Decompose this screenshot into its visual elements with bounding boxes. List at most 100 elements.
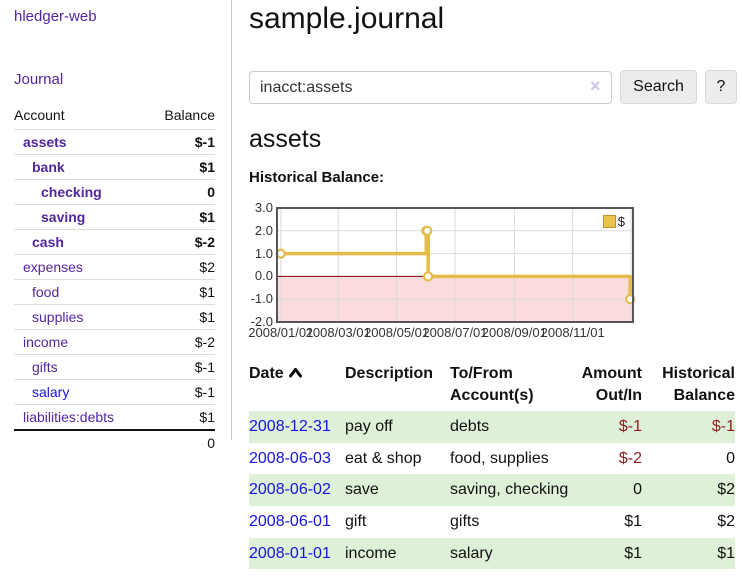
- chart-section-label: Historical Balance:: [249, 169, 385, 186]
- account-link[interactable]: gifts: [32, 359, 58, 375]
- transaction-date-link[interactable]: 2008-06-03: [249, 449, 331, 467]
- transaction-accounts: saving, checking: [450, 474, 570, 506]
- transaction-row: 2008-12-31 pay off debts $-1 $-1: [249, 411, 735, 443]
- account-row: assets $-1: [14, 129, 215, 155]
- account-balance: $-1: [147, 379, 215, 405]
- account-link[interactable]: cash: [32, 234, 64, 250]
- transaction-description: save: [345, 474, 450, 506]
- transaction-row: 2008-06-03 eat & shop food, supplies $-2…: [249, 443, 735, 475]
- account-row: food $1: [14, 279, 215, 305]
- transaction-balance: $2: [642, 474, 735, 506]
- account-link[interactable]: salary: [32, 384, 70, 400]
- account-link[interactable]: food: [32, 284, 60, 300]
- transaction-balance: $-1: [642, 411, 735, 443]
- account-row: expenses $2: [14, 254, 215, 280]
- accounts-col-account: Account: [14, 107, 65, 123]
- accounts-total-value: 0: [147, 429, 215, 455]
- account-link[interactable]: expenses: [23, 259, 83, 275]
- transaction-amount: $-2: [618, 449, 642, 467]
- account-link[interactable]: liabilities:debts: [23, 409, 115, 425]
- transactions-table: Date Description To/From Account(s) Amou…: [249, 360, 735, 570]
- transaction-balance: $2: [717, 512, 735, 530]
- account-link[interactable]: income: [23, 334, 69, 350]
- account-balance: $1: [147, 304, 215, 330]
- account-balance: $2: [147, 254, 215, 280]
- account-row: gifts $-1: [14, 354, 215, 380]
- transaction-accounts: gifts: [450, 512, 480, 530]
- x-tick-label: 2008/05/01: [364, 325, 430, 340]
- col-date-sortable[interactable]: Date: [249, 360, 345, 411]
- clear-search-icon[interactable]: ×: [590, 76, 601, 96]
- transaction-row: 2008-01-01 income salary $1 $1: [249, 537, 735, 570]
- account-row: income $-2: [14, 329, 215, 355]
- account-link[interactable]: assets: [23, 134, 67, 150]
- y-tick-label: 1.0: [254, 245, 273, 261]
- y-tick-label: -2.0: [250, 314, 273, 329]
- accounts-col-balance: Balance: [164, 107, 215, 123]
- col-description: Description: [345, 365, 434, 382]
- search-button[interactable]: Search: [620, 70, 697, 104]
- y-tick-label: -1.0: [250, 291, 273, 307]
- account-balance: $-1: [147, 354, 215, 380]
- transaction-amount: 0: [570, 474, 642, 506]
- x-tick-label: 2008/01/01: [248, 325, 314, 340]
- accounts-total-row: 0: [14, 429, 215, 455]
- account-balance: $-2: [147, 329, 215, 355]
- x-tick-label: 2008/11/01: [540, 325, 605, 340]
- transactions-header-row: Date Description To/From Account(s) Amou…: [249, 360, 735, 411]
- account-balance: $1: [147, 204, 215, 230]
- account-row: saving $1: [14, 204, 215, 230]
- account-balance: $1: [147, 404, 215, 430]
- sidebar: hledger-web Journal Account Balance asse…: [0, 0, 232, 455]
- account-link[interactable]: supplies: [32, 309, 84, 325]
- account-balance: $1: [147, 279, 215, 305]
- transaction-amount: $1: [570, 537, 642, 570]
- transaction-balance: 0: [726, 449, 735, 467]
- account-row: bank $1: [14, 154, 215, 180]
- account-row: liabilities:debts $1: [14, 404, 215, 430]
- sort-asc-icon: [288, 368, 302, 378]
- transaction-date-link[interactable]: 2008-01-01: [249, 544, 331, 562]
- main-content: sample.journal × Search ? assets Histori…: [248, 0, 742, 582]
- accounts-table: Account Balance assets $-1 bank $1 check…: [14, 104, 215, 455]
- transaction-description: pay off: [345, 411, 450, 443]
- col-amount: Amount Out/In: [581, 365, 642, 404]
- account-row: supplies $1: [14, 304, 215, 330]
- account-balance: $1: [147, 154, 215, 180]
- transaction-amount: $1: [624, 512, 642, 530]
- x-tick-label: 2008/09/01: [481, 325, 547, 340]
- account-balance: $-1: [147, 129, 215, 155]
- transaction-row: 2008-06-01 gift gifts $1 $2: [249, 506, 735, 538]
- transaction-description: eat & shop: [345, 449, 422, 467]
- account-row: cash $-2: [14, 229, 215, 255]
- chart-canvas: [275, 207, 636, 323]
- account-row: checking 0: [14, 179, 215, 205]
- transaction-accounts: food, supplies: [450, 449, 549, 467]
- transaction-description: income: [345, 537, 450, 570]
- transaction-date-link[interactable]: 2008-12-31: [249, 418, 331, 436]
- page-title: sample.journal: [249, 2, 445, 35]
- account-link[interactable]: checking: [41, 184, 102, 200]
- account-link[interactable]: bank: [32, 159, 65, 175]
- account-row: salary $-1: [14, 379, 215, 405]
- transaction-accounts: salary: [450, 537, 570, 570]
- col-balance: Historical Balance: [662, 365, 735, 404]
- y-tick-label: 3.0: [254, 200, 273, 215]
- help-button[interactable]: ?: [705, 70, 737, 104]
- search-bar: × Search ?: [249, 70, 737, 104]
- transaction-date-link[interactable]: 2008-06-02: [249, 481, 331, 499]
- transaction-balance: $1: [642, 537, 735, 570]
- account-balance: $-2: [147, 229, 215, 255]
- account-balance: 0: [147, 179, 215, 205]
- legend-label: $: [617, 214, 625, 229]
- transaction-date-link[interactable]: 2008-06-01: [249, 512, 331, 530]
- app-title-link[interactable]: hledger-web: [14, 8, 97, 25]
- search-input[interactable]: [249, 71, 612, 104]
- y-tick-label: 0.0: [254, 268, 273, 284]
- transaction-accounts: debts: [450, 411, 570, 443]
- sidebar-item-journal[interactable]: Journal: [14, 71, 64, 88]
- account-link[interactable]: saving: [41, 209, 86, 225]
- y-tick-label: 2.0: [254, 222, 273, 238]
- transaction-row: 2008-06-02 save saving, checking 0 $2: [249, 474, 735, 506]
- col-accounts: To/From Account(s): [450, 365, 534, 404]
